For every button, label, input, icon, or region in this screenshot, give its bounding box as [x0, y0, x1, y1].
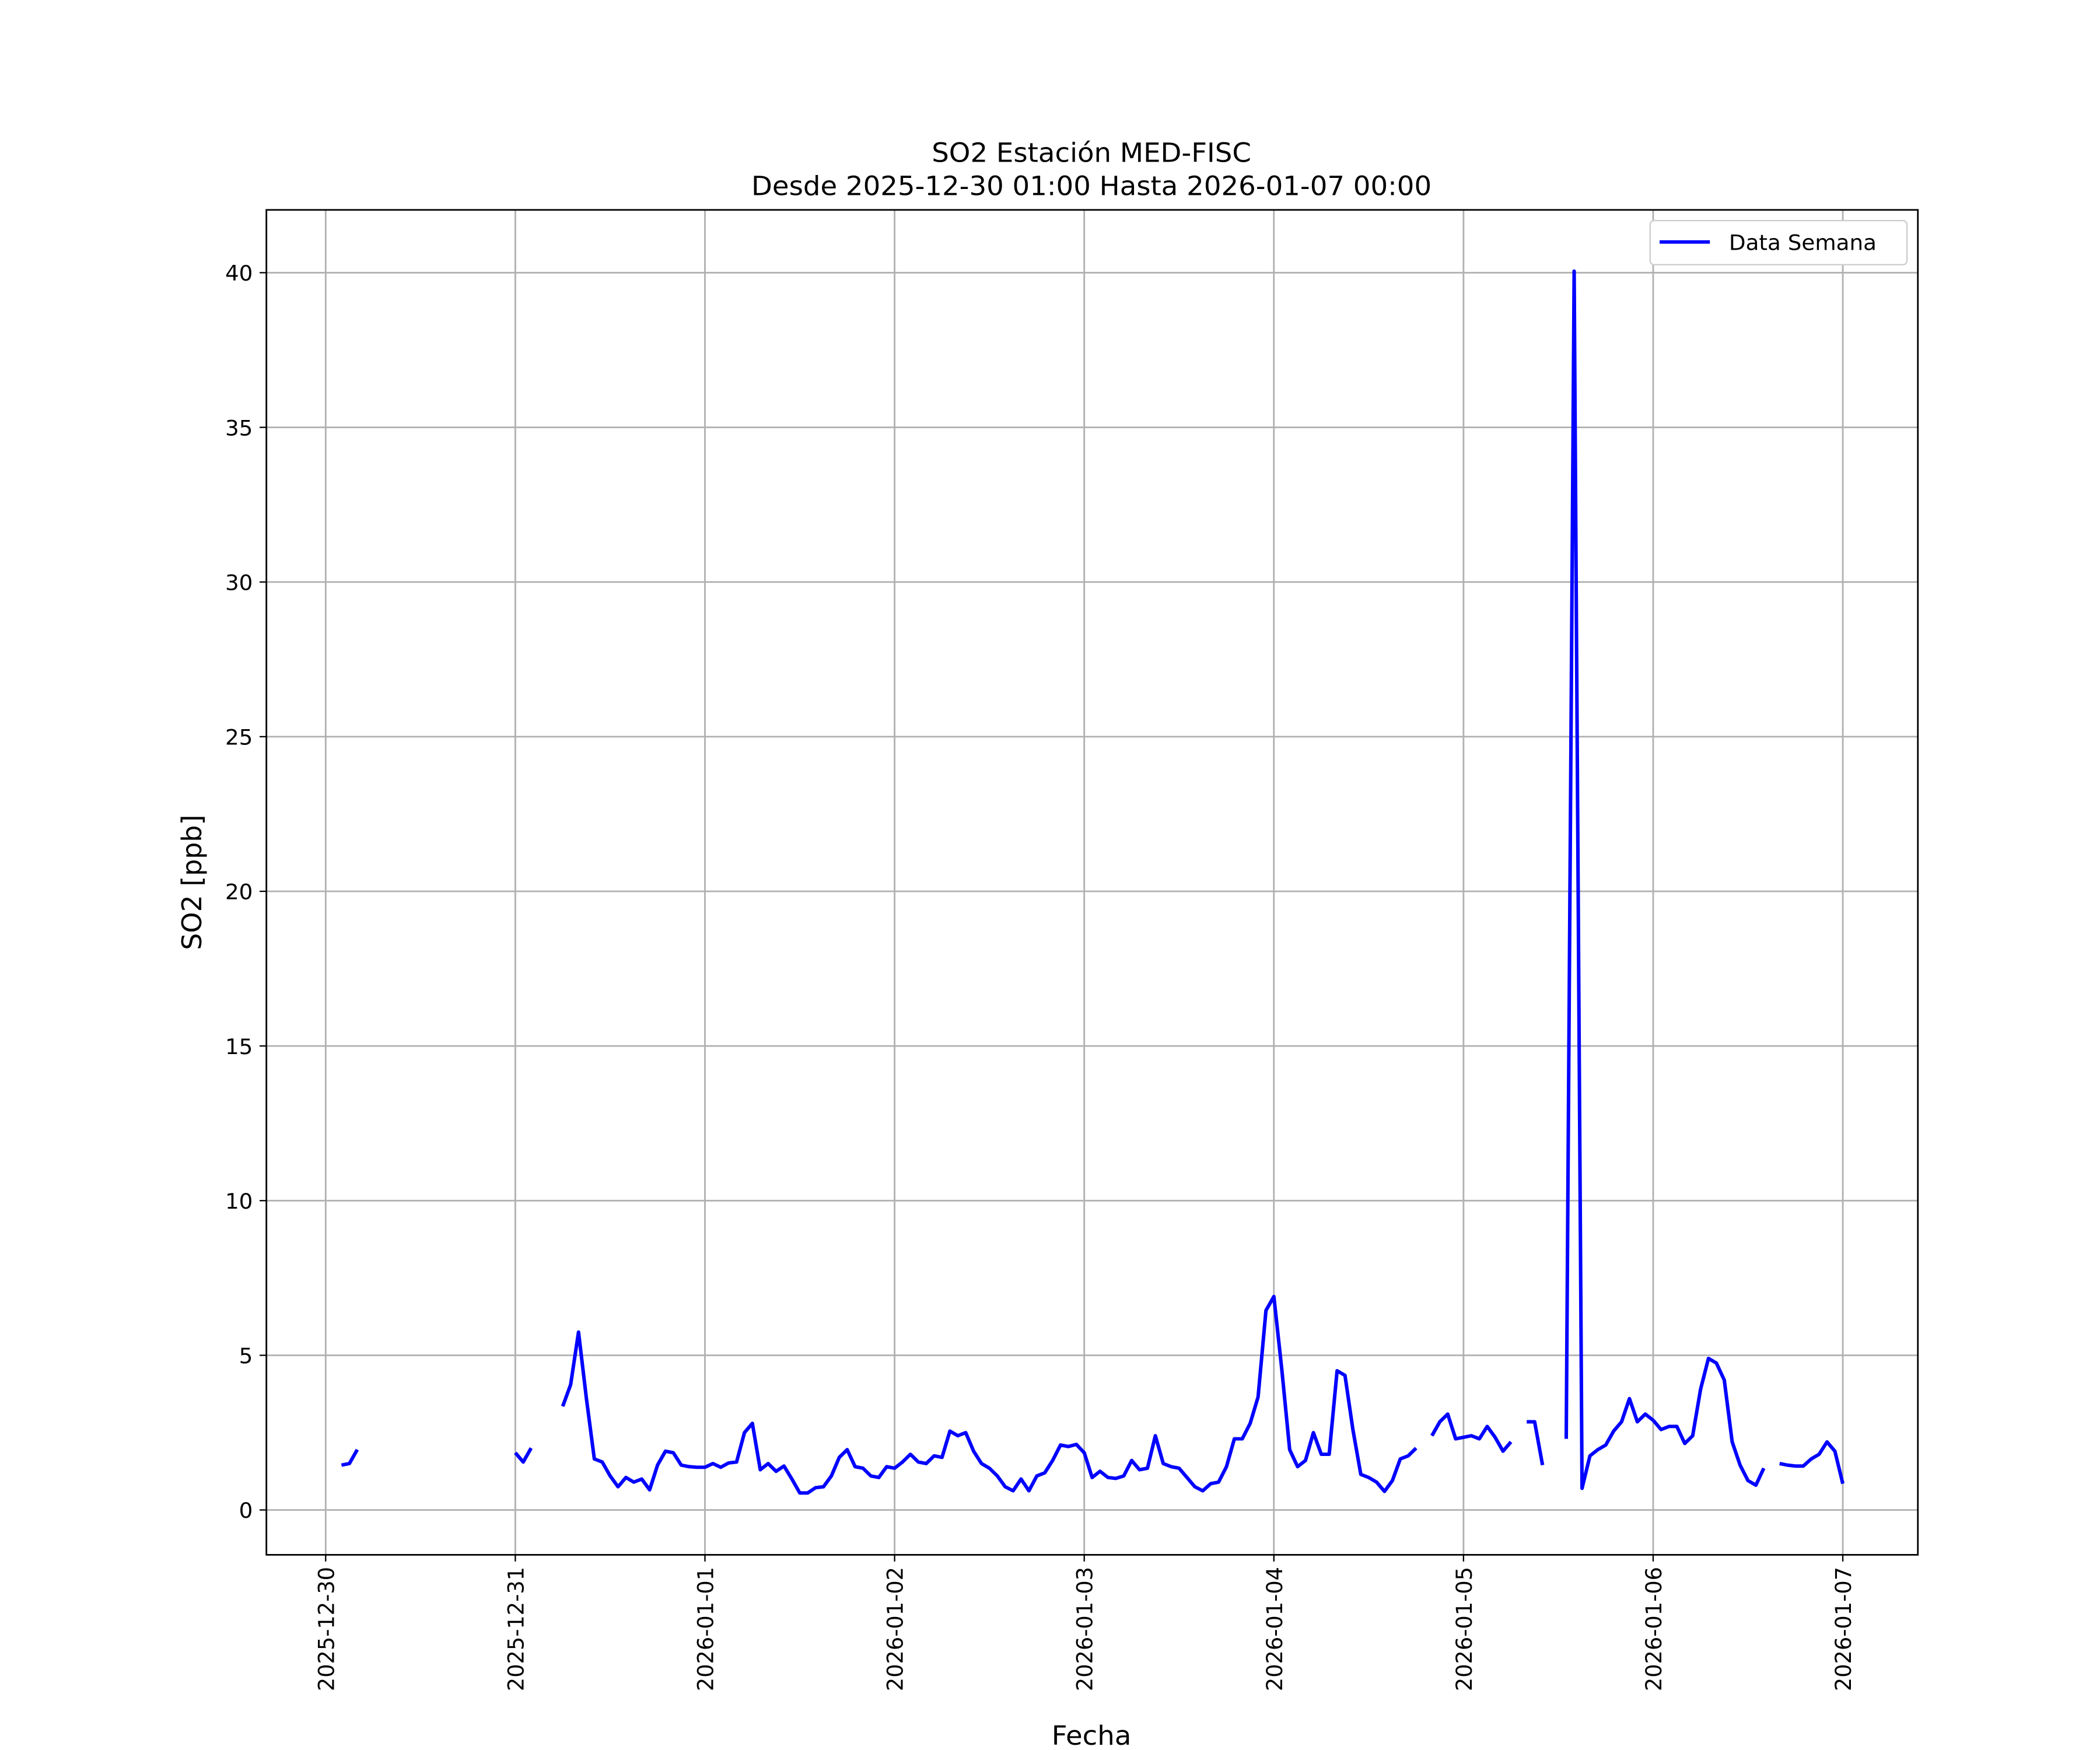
x-tick-label: 2026-01-03 [1072, 1567, 1097, 1691]
x-tick-label: 2025-12-30 [314, 1567, 339, 1691]
y-tick-label: 10 [225, 1189, 253, 1214]
y-tick-label: 0 [239, 1499, 253, 1524]
chart-subtitle: Desde 2025-12-30 01:00 Hasta 2026-01-07 … [751, 170, 1432, 202]
y-axis-label: SO2 [ppb] [176, 815, 207, 950]
x-tick-label: 2026-01-01 [693, 1567, 718, 1691]
x-tick-label: 2026-01-04 [1262, 1567, 1287, 1691]
legend-label: Data Semana [1729, 230, 1877, 256]
y-tick-label: 30 [225, 570, 253, 596]
y-tick-label: 25 [225, 725, 253, 750]
y-tick-label: 40 [225, 261, 253, 286]
x-tick-label: 2026-01-06 [1642, 1567, 1667, 1691]
plot-frame [265, 209, 1919, 1556]
y-tick-label: 15 [225, 1034, 253, 1059]
y-tick-label: 20 [225, 880, 253, 905]
x-axis-label: Fecha [1052, 1720, 1132, 1750]
x-tick-label: 2026-01-02 [883, 1567, 908, 1691]
x-tick-label: 2026-01-05 [1452, 1567, 1477, 1691]
legend-box [1649, 220, 1908, 265]
x-tick-label: 2026-01-07 [1831, 1567, 1856, 1691]
x-tick-label: 2025-12-31 [503, 1567, 528, 1691]
y-tick-label: 35 [225, 416, 253, 441]
data-line [341, 269, 1845, 1495]
y-tick-label: 5 [239, 1343, 253, 1368]
chart-title: SO2 Estación MED-FISC [932, 137, 1251, 169]
